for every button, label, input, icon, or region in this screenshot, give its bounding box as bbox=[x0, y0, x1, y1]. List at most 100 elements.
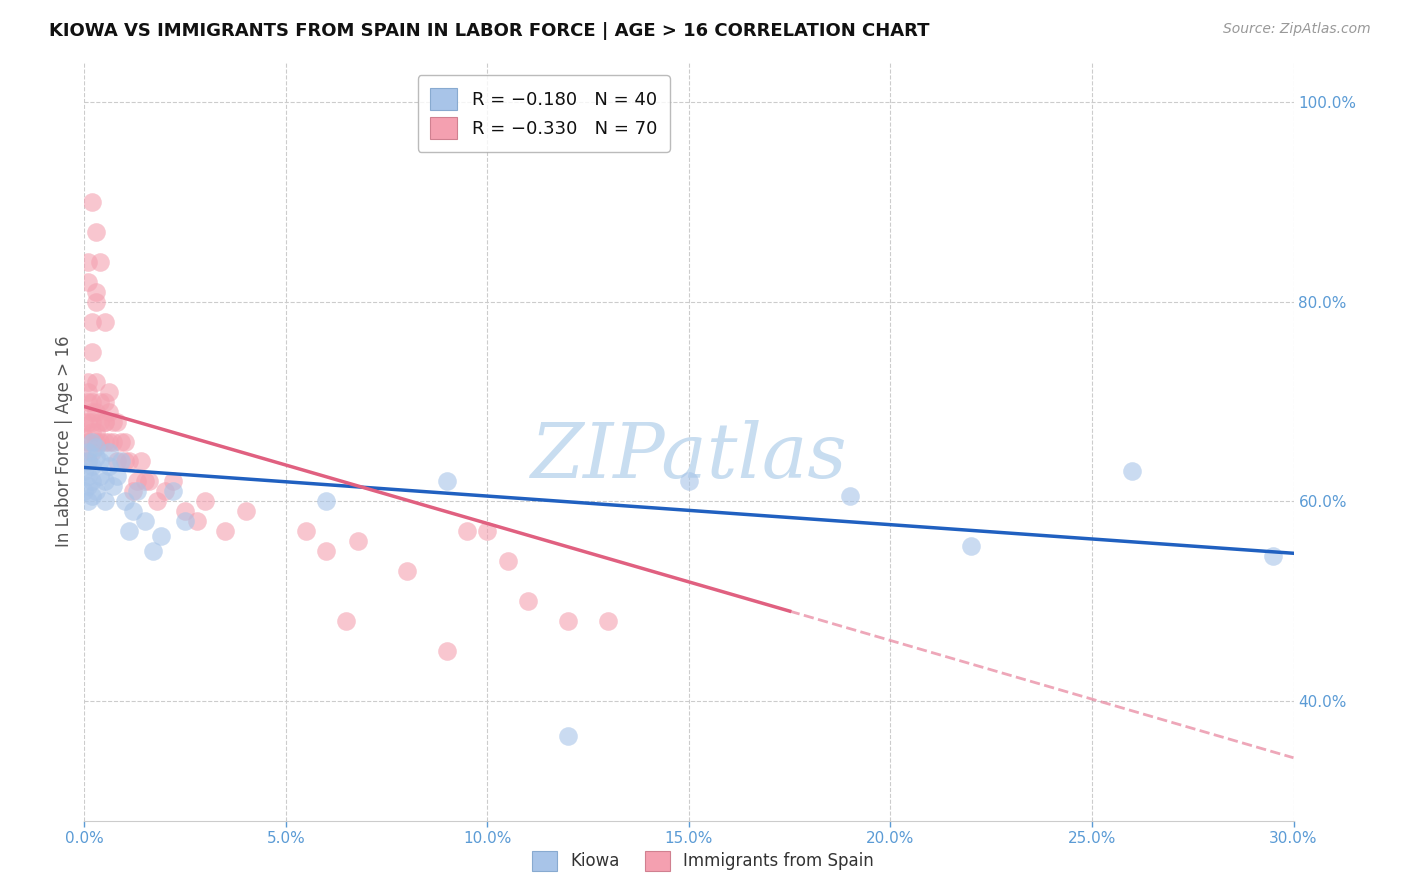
Point bbox=[82, 415, 104, 429]
Point bbox=[1263, 549, 1285, 564]
Point bbox=[97, 459, 120, 474]
Point bbox=[114, 494, 136, 508]
Point bbox=[134, 514, 156, 528]
Point bbox=[82, 344, 104, 359]
Point bbox=[73, 415, 96, 429]
Point bbox=[93, 415, 115, 429]
Point bbox=[82, 394, 104, 409]
Point bbox=[153, 484, 176, 499]
Point bbox=[134, 475, 156, 489]
Point bbox=[82, 425, 104, 439]
Y-axis label: In Labor Force | Age > 16: In Labor Force | Age > 16 bbox=[55, 335, 73, 548]
Point bbox=[77, 494, 100, 508]
Point bbox=[101, 434, 124, 449]
Point bbox=[89, 469, 111, 483]
Point bbox=[97, 404, 120, 418]
Point bbox=[77, 434, 100, 449]
Point bbox=[86, 294, 108, 309]
Point bbox=[82, 459, 104, 474]
Point bbox=[129, 454, 152, 468]
Point bbox=[557, 729, 579, 743]
Point bbox=[77, 384, 100, 399]
Point bbox=[73, 429, 96, 443]
Point bbox=[89, 434, 111, 449]
Point bbox=[436, 644, 458, 658]
Point bbox=[97, 384, 120, 399]
Point bbox=[960, 539, 983, 553]
Point bbox=[86, 440, 108, 454]
Point bbox=[82, 490, 104, 504]
Point bbox=[315, 494, 337, 508]
Point bbox=[121, 484, 143, 499]
Point bbox=[97, 444, 120, 458]
Point bbox=[77, 375, 100, 389]
Point bbox=[77, 255, 100, 269]
Text: Source: ZipAtlas.com: Source: ZipAtlas.com bbox=[1223, 22, 1371, 37]
Point bbox=[557, 614, 579, 628]
Text: KIOWA VS IMMIGRANTS FROM SPAIN IN LABOR FORCE | AGE > 16 CORRELATION CHART: KIOWA VS IMMIGRANTS FROM SPAIN IN LABOR … bbox=[49, 22, 929, 40]
Point bbox=[496, 554, 519, 568]
Point bbox=[214, 524, 236, 539]
Point bbox=[86, 484, 108, 499]
Point bbox=[77, 469, 100, 483]
Point bbox=[125, 475, 148, 489]
Point bbox=[77, 415, 100, 429]
Point bbox=[82, 475, 104, 489]
Point bbox=[82, 434, 104, 449]
Point bbox=[335, 614, 357, 628]
Point bbox=[174, 514, 197, 528]
Point bbox=[82, 195, 104, 210]
Point bbox=[86, 404, 108, 418]
Point bbox=[93, 415, 115, 429]
Point bbox=[194, 494, 217, 508]
Point bbox=[678, 475, 700, 489]
Point bbox=[105, 454, 128, 468]
Point bbox=[118, 524, 141, 539]
Point bbox=[86, 450, 108, 464]
Point bbox=[1121, 465, 1143, 479]
Point bbox=[395, 564, 418, 578]
Point bbox=[121, 504, 143, 518]
Point bbox=[86, 375, 108, 389]
Point bbox=[105, 415, 128, 429]
Point bbox=[86, 434, 108, 449]
Point bbox=[436, 475, 458, 489]
Point bbox=[114, 434, 136, 449]
Point bbox=[162, 475, 184, 489]
Point bbox=[315, 544, 337, 558]
Point bbox=[77, 454, 100, 468]
Point bbox=[86, 285, 108, 299]
Point bbox=[186, 514, 208, 528]
Point bbox=[146, 494, 169, 508]
Point bbox=[295, 524, 318, 539]
Point bbox=[93, 394, 115, 409]
Point bbox=[839, 490, 862, 504]
Point bbox=[142, 544, 165, 558]
Point bbox=[110, 434, 132, 449]
Point bbox=[162, 484, 184, 499]
Point bbox=[101, 479, 124, 493]
Legend: Kiowa, Immigrants from Spain: Kiowa, Immigrants from Spain bbox=[524, 842, 882, 880]
Point bbox=[82, 404, 104, 418]
Point bbox=[125, 484, 148, 499]
Point bbox=[86, 225, 108, 239]
Point bbox=[89, 454, 111, 468]
Point bbox=[516, 594, 538, 608]
Point bbox=[93, 315, 115, 329]
Point bbox=[86, 425, 108, 439]
Point bbox=[110, 454, 132, 468]
Point bbox=[118, 454, 141, 468]
Point bbox=[174, 504, 197, 518]
Point bbox=[347, 534, 370, 549]
Legend: R = −0.180   N = 40, R = −0.330   N = 70: R = −0.180 N = 40, R = −0.330 N = 70 bbox=[418, 75, 669, 152]
Point bbox=[77, 454, 100, 468]
Point bbox=[73, 484, 96, 499]
Point bbox=[456, 524, 478, 539]
Point bbox=[73, 465, 96, 479]
Point bbox=[77, 275, 100, 289]
Point bbox=[138, 475, 160, 489]
Point bbox=[114, 454, 136, 468]
Point bbox=[77, 394, 100, 409]
Point bbox=[82, 444, 104, 458]
Point bbox=[477, 524, 499, 539]
